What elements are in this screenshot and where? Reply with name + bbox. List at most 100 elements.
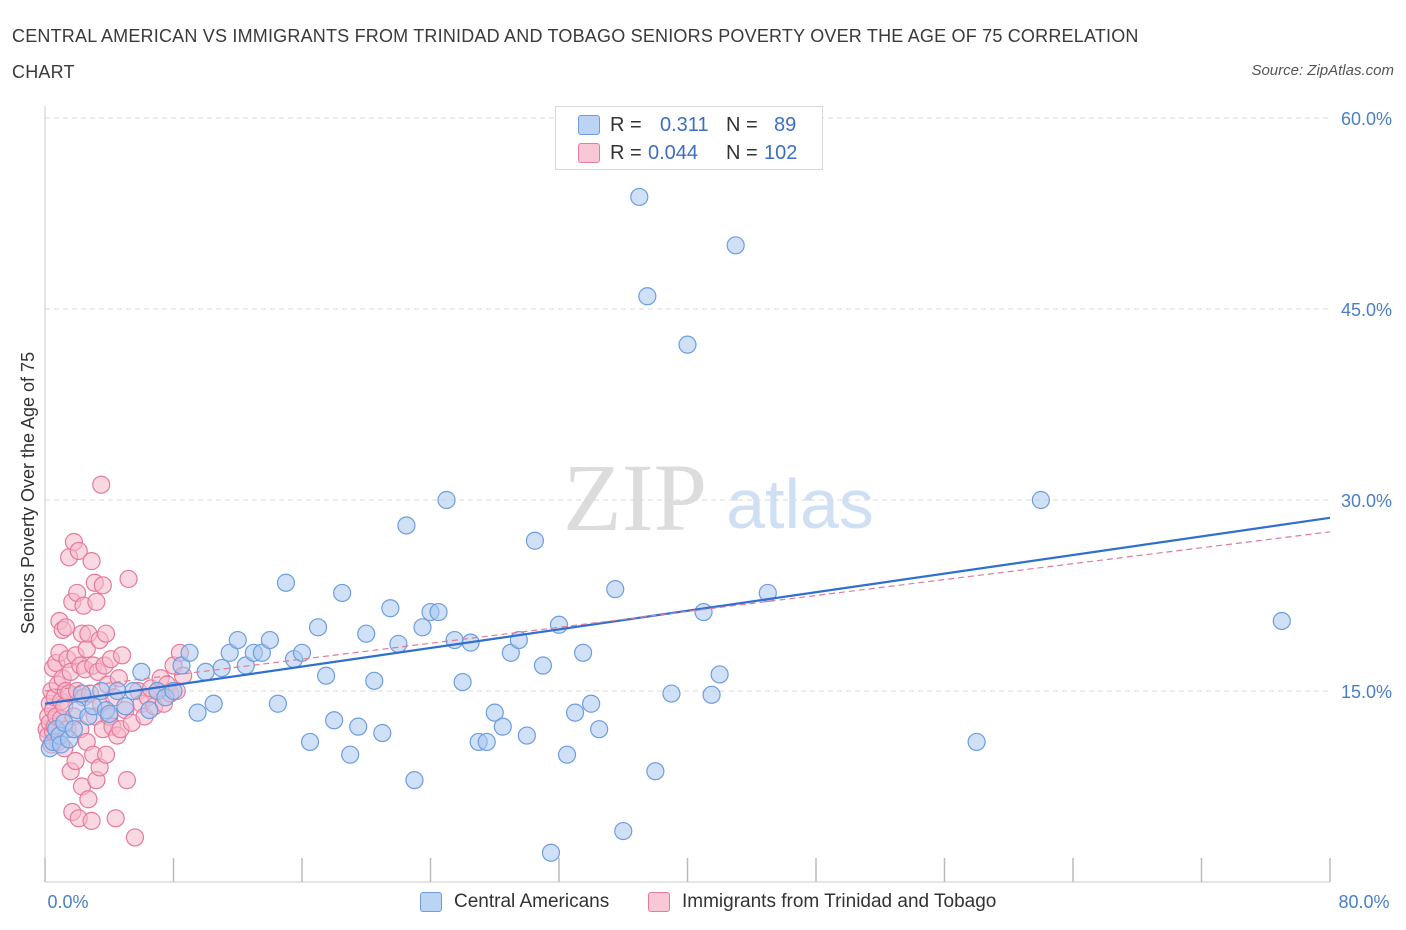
data-point-central-american bbox=[180, 643, 199, 662]
data-point-central-american bbox=[967, 732, 986, 752]
data-point-central-american bbox=[357, 624, 376, 643]
data-point-trinidad bbox=[125, 828, 145, 847]
data-point-central-american bbox=[333, 583, 352, 603]
legend-series-name: Immigrants from Trinidad and Tobago bbox=[682, 891, 997, 912]
data-point-central-american bbox=[365, 671, 384, 690]
data-point-central-american bbox=[694, 602, 713, 622]
legend-swatch-blue bbox=[578, 115, 600, 135]
data-point-central-american bbox=[316, 666, 336, 685]
data-point-central-american bbox=[349, 717, 368, 736]
data-point-central-american bbox=[541, 843, 561, 862]
data-point-trinidad bbox=[96, 624, 116, 643]
data-point-central-american bbox=[373, 723, 392, 743]
data-point-central-american bbox=[405, 771, 424, 790]
watermark-atlas: atlas bbox=[726, 465, 874, 543]
data-point-central-american bbox=[453, 672, 472, 692]
watermark-zip: ZIP bbox=[563, 444, 707, 551]
legend-n-label: N = bbox=[726, 142, 758, 164]
y-tick-labels: 15.0% 30.0% 45.0% 60.0% bbox=[1341, 109, 1392, 702]
data-point-central-american bbox=[614, 821, 633, 841]
data-point-central-american bbox=[116, 697, 135, 716]
data-point-central-american bbox=[108, 681, 127, 701]
data-point-trinidad bbox=[117, 771, 137, 790]
data-point-central-american bbox=[132, 662, 151, 682]
data-point-central-american bbox=[606, 580, 625, 599]
data-point-central-american bbox=[678, 335, 697, 354]
data-point-central-american bbox=[276, 573, 296, 592]
data-point-trinidad bbox=[96, 745, 116, 764]
y-tick-label: 45.0% bbox=[1341, 300, 1392, 320]
data-point-central-american bbox=[638, 287, 657, 306]
data-point-central-american bbox=[1031, 490, 1050, 510]
legend-r-value: 0.044 bbox=[648, 142, 699, 164]
legend-r-label: R = bbox=[610, 142, 642, 164]
data-point-central-american bbox=[646, 762, 665, 781]
data-point-central-american bbox=[437, 490, 456, 510]
y-tick-label: 30.0% bbox=[1341, 491, 1392, 511]
data-point-central-american bbox=[212, 658, 231, 678]
data-point-central-american bbox=[381, 599, 400, 618]
grid-layer bbox=[45, 117, 1330, 692]
correlation-legend: R = 0.311 N = 89 R = 0.044 N = 102 bbox=[555, 106, 823, 170]
data-point-central-american bbox=[630, 187, 649, 207]
data-point-trinidad bbox=[69, 541, 88, 561]
data-point-central-american bbox=[268, 694, 288, 713]
data-point-central-american bbox=[204, 694, 223, 713]
data-point-central-american bbox=[533, 656, 553, 675]
legend-swatch-pink bbox=[578, 143, 600, 163]
data-point-central-american bbox=[565, 703, 585, 722]
trendline-central-americans bbox=[44, 516, 1331, 705]
y-axis-label: Seniors Poverty Over the Age of 75 bbox=[18, 352, 38, 634]
data-point-trinidad bbox=[92, 475, 111, 494]
data-point-central-american bbox=[582, 694, 601, 713]
data-point-central-american bbox=[573, 643, 593, 662]
data-point-trinidad bbox=[82, 811, 101, 830]
data-point-central-american bbox=[477, 732, 496, 752]
chart-title: CENTRAL AMERICAN VS IMMIGRANTS FROM TRIN… bbox=[12, 26, 1139, 82]
data-point-central-american bbox=[493, 717, 512, 736]
data-point-central-american bbox=[397, 516, 416, 535]
data-point-central-american bbox=[308, 618, 328, 637]
data-point-central-american bbox=[188, 703, 207, 722]
legend-n-value: 89 bbox=[774, 114, 797, 136]
data-point-central-american bbox=[525, 531, 545, 550]
data-point-central-american bbox=[726, 236, 745, 255]
x-tick-label-max: 80.0% bbox=[1338, 892, 1389, 912]
trendline-trinidad bbox=[44, 531, 1331, 692]
data-point-trinidad bbox=[79, 790, 98, 809]
data-point-trinidad bbox=[119, 569, 138, 589]
data-point-central-american bbox=[485, 703, 504, 722]
legend-series-name: Central Americans bbox=[454, 891, 610, 912]
legend-swatch-pink bbox=[648, 892, 670, 912]
data-point-central-american bbox=[300, 732, 320, 752]
data-point-central-american bbox=[662, 684, 681, 703]
data-point-central-american bbox=[1272, 611, 1291, 631]
data-point-central-american bbox=[325, 711, 344, 730]
legend-swatch-blue bbox=[420, 892, 442, 912]
data-point-central-american bbox=[292, 643, 312, 662]
data-point-trinidad bbox=[56, 618, 75, 637]
data-point-trinidad bbox=[66, 751, 85, 771]
legend-r-label: R = bbox=[610, 114, 642, 136]
data-point-central-american bbox=[64, 720, 84, 739]
legend-r-value: 0.311 bbox=[660, 114, 709, 136]
data-point-trinidad bbox=[93, 576, 112, 595]
data-point-central-american bbox=[260, 630, 279, 650]
series-blue-points bbox=[40, 187, 1291, 862]
data-point-central-american bbox=[341, 745, 360, 764]
data-point-central-american bbox=[140, 700, 159, 720]
legend-n-value: 102 bbox=[764, 142, 798, 164]
source-label: Source: ZipAtlas.com bbox=[1251, 62, 1394, 79]
data-point-central-american bbox=[590, 720, 609, 739]
data-point-central-american bbox=[389, 634, 408, 653]
y-tick-label: 60.0% bbox=[1341, 109, 1392, 129]
data-point-trinidad bbox=[82, 552, 101, 571]
data-point-central-american bbox=[228, 630, 247, 650]
data-point-central-american bbox=[702, 685, 721, 704]
legend-n-label: N = bbox=[726, 114, 758, 136]
y-tick-label: 15.0% bbox=[1341, 682, 1392, 702]
series-pink-points bbox=[37, 475, 193, 847]
data-point-trinidad bbox=[106, 809, 125, 828]
data-point-central-american bbox=[429, 602, 448, 622]
